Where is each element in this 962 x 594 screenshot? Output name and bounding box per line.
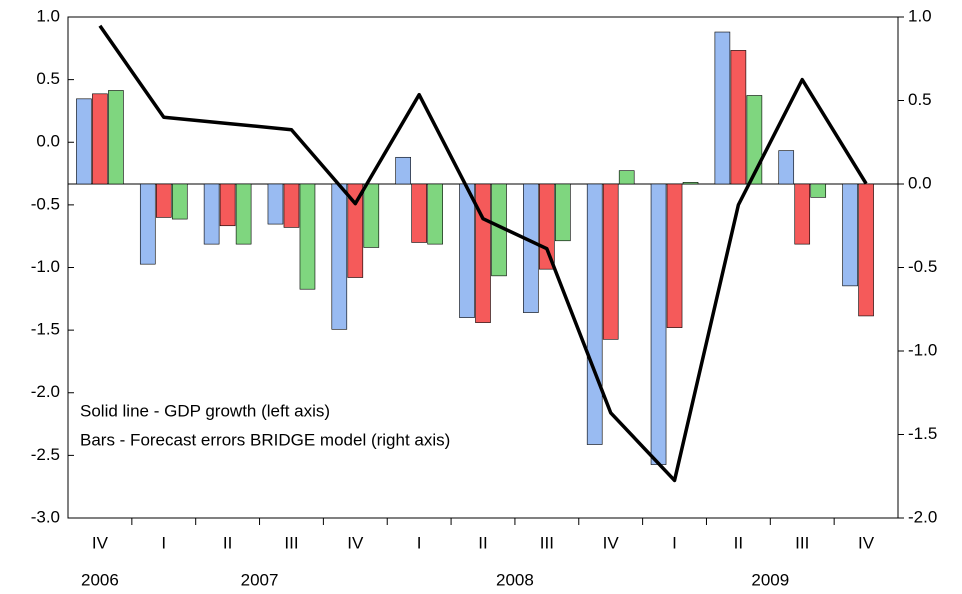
x-tick-label: II — [223, 533, 232, 552]
annotation: Bars - Forecast errors BRIDGE model (rig… — [80, 430, 450, 449]
bar — [411, 183, 427, 243]
y2-tick-label: -0.5 — [908, 257, 937, 276]
bar — [650, 183, 667, 465]
x-tick-label: IV — [92, 533, 109, 552]
x-tick-label: IV — [347, 533, 364, 552]
bar — [602, 183, 619, 340]
bar — [108, 90, 124, 185]
x-tick-label: II — [734, 533, 743, 552]
bar — [842, 183, 858, 287]
bar — [810, 183, 827, 198]
y-tick-label: -0.5 — [31, 194, 60, 213]
bar — [523, 183, 539, 313]
year-label: 2006 — [81, 570, 119, 589]
y-tick-label: -2.5 — [31, 445, 60, 464]
x-tick-label: III — [795, 533, 809, 552]
bar — [139, 183, 156, 265]
bar — [539, 183, 555, 270]
x-tick-label: IV — [858, 533, 875, 552]
bar — [395, 156, 411, 185]
year-label: 2009 — [751, 570, 789, 589]
bar — [586, 183, 603, 445]
bar — [267, 183, 284, 225]
bar — [666, 183, 683, 328]
y-tick-label: 0.5 — [36, 69, 60, 88]
y2-tick-label: -1.5 — [908, 424, 937, 443]
y2-tick-label: -1.0 — [908, 340, 937, 359]
bar — [794, 183, 811, 245]
bar — [299, 183, 316, 290]
x-tick-label: I — [672, 533, 677, 552]
bar — [171, 183, 188, 220]
bar — [555, 183, 571, 242]
y-tick-label: -3.0 — [31, 507, 60, 526]
x-tick-label: III — [284, 533, 298, 552]
x-tick-label: II — [478, 533, 487, 552]
bar — [219, 183, 236, 227]
y-tick-label: -1.5 — [31, 320, 60, 339]
y2-tick-label: -2.0 — [908, 507, 937, 526]
y-tick-label: -1.0 — [31, 257, 60, 276]
x-tick-label: III — [540, 533, 554, 552]
bar — [347, 183, 364, 278]
bar — [618, 170, 635, 185]
bar — [778, 150, 795, 185]
bar — [155, 183, 172, 218]
y-tick-label: 0.0 — [36, 132, 60, 151]
bar — [459, 183, 475, 318]
bar — [331, 183, 348, 330]
bar — [746, 95, 763, 185]
year-label: 2007 — [241, 570, 279, 589]
bar — [283, 183, 300, 228]
bar — [714, 31, 731, 185]
bar — [363, 183, 380, 248]
y2-tick-label: 0.5 — [908, 90, 932, 109]
y2-tick-label: 1.0 — [908, 6, 932, 25]
bar — [235, 183, 252, 245]
bar — [858, 183, 874, 317]
y-tick-label: -2.0 — [31, 382, 60, 401]
x-tick-label: I — [417, 533, 422, 552]
bar — [427, 183, 443, 245]
x-tick-label: IV — [603, 533, 620, 552]
bar — [92, 93, 108, 185]
bar — [730, 50, 747, 185]
x-tick-label: I — [161, 533, 166, 552]
bar — [682, 182, 699, 185]
line — [98, 24, 868, 483]
y-tick-label: 1.0 — [36, 6, 60, 25]
y2-tick-label: 0.0 — [908, 173, 932, 192]
bar — [76, 98, 92, 185]
year-label: 2008 — [496, 570, 534, 589]
annotation: Solid line - GDP growth (left axis) — [80, 401, 330, 420]
bar — [203, 183, 220, 245]
